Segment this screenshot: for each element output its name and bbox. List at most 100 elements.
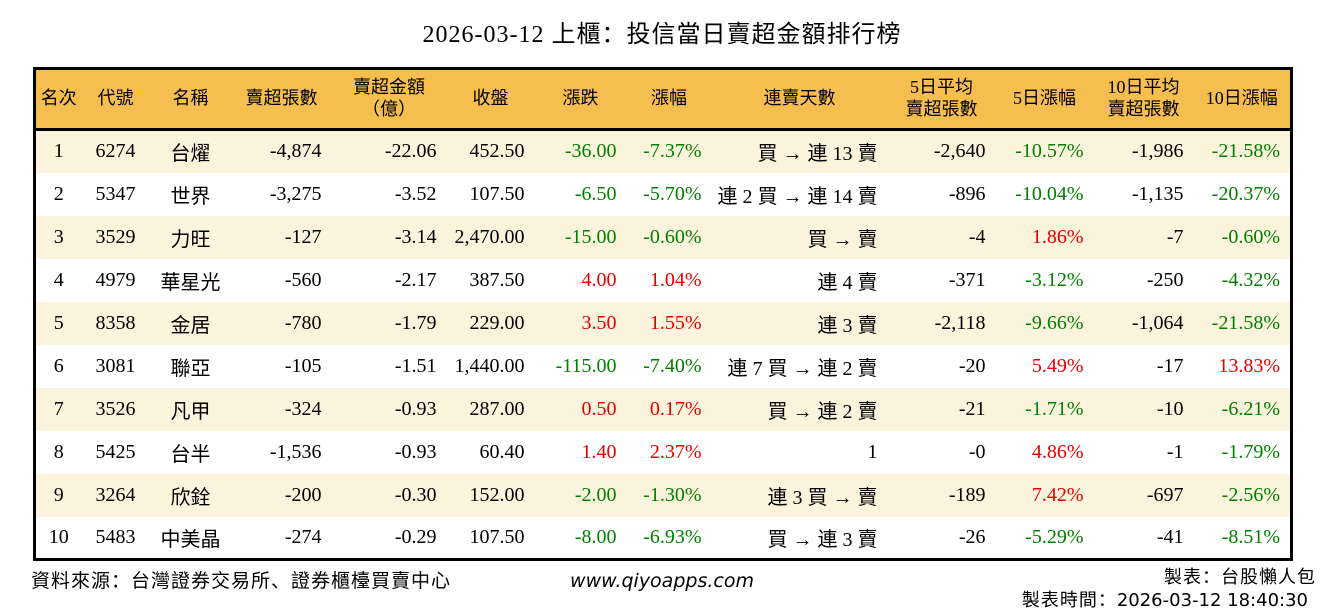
cell-pct5: 7.42% [1031, 483, 1084, 506]
col-header-label: 連賣天數 [763, 88, 836, 109]
cell-change_pct: -6.93% [643, 525, 702, 548]
cell-rank: 6 [53, 354, 64, 377]
cell-pct10: -21.58% [1211, 311, 1280, 334]
col-header-label: 名稱 [172, 88, 209, 109]
col-header-label-line2: 賣超張數 [1107, 99, 1180, 119]
cell-rank: 10 [48, 525, 69, 548]
cell-change_pct: -0.60% [643, 225, 702, 248]
cell-net_sell_lots: -274 [284, 525, 322, 548]
table-row: 5 8358 金居 -780 -1.79 229.00 3.50 1.55% 連 3 賣 -2,1… [34, 301, 1292, 345]
col-header-label-line2: （億） [362, 99, 416, 119]
cell-pct5: -3.12% [1025, 268, 1084, 291]
cell-change: 4.00 [581, 268, 617, 291]
cell-close: 107.50 [469, 182, 525, 205]
cell-pct5: 4.86% [1031, 440, 1084, 463]
cell-name: 力旺 [170, 228, 211, 251]
cell-code: 4979 [95, 268, 136, 291]
cell-close: 387.50 [469, 268, 525, 291]
cell-net_sell_amount: -22.06 [384, 140, 437, 163]
table-row: 9 3264 欣銓 -200 -0.30 152.00 -2.00 -1.30% 連 3 買 →… [34, 473, 1292, 517]
cell-pct5: -10.04% [1015, 182, 1084, 205]
cell-name: 台燿 [170, 143, 211, 166]
cell-rank: 1 [53, 140, 64, 163]
cell-change: 1.40 [581, 440, 617, 463]
cell-change: -36.00 [564, 140, 617, 163]
table-row: 6 3081 聯亞 -105 -1.51 1,440.00 -115.00 -7.40% 連 7… [34, 344, 1292, 388]
cell-change_pct: 1.04% [649, 268, 702, 291]
cell-avg10_lots: -41 [1156, 525, 1184, 548]
made-at-label: 製表時間： [1021, 590, 1117, 610]
cell-change: 3.50 [581, 311, 617, 334]
cell-avg10_lots: -1 [1166, 440, 1184, 463]
cell-pct5: -5.29% [1025, 525, 1084, 548]
cell-rank: 9 [53, 483, 64, 506]
cell-avg5_lots: -21 [958, 397, 986, 420]
cell-sell_streak: 買 → 連 2 賣 [767, 400, 878, 423]
cell-sell_streak: 買 → 賣 [807, 228, 878, 251]
col-header-change_pct: 漲幅 [626, 68, 712, 131]
cell-close: 287.00 [469, 397, 525, 420]
cell-change: -2.00 [574, 483, 617, 506]
cell-net_sell_amount: -3.52 [394, 182, 437, 205]
cell-change_pct: -1.30% [643, 483, 702, 506]
cell-avg5_lots: -0 [968, 440, 986, 463]
cell-avg5_lots: -26 [958, 525, 986, 548]
cell-pct5: -9.66% [1025, 311, 1084, 334]
col-header-close: 收盤 [446, 68, 535, 131]
col-header-label: 10日平均 [1107, 77, 1180, 98]
cell-change: 0.50 [581, 397, 617, 420]
cell-rank: 5 [53, 311, 64, 334]
cell-avg5_lots: -371 [948, 268, 986, 291]
cell-change_pct: 0.17% [649, 397, 702, 420]
cell-change_pct: 2.37% [649, 440, 702, 463]
cell-code: 6274 [95, 140, 136, 163]
ranking-table: 名次 代號 名稱 賣超張數 賣超金額 （億） 收盤 漲跌 漲幅 連賣天數 5日平均 賣超張數 5日漲幅 1… [33, 67, 1293, 561]
cell-change_pct: 1.55% [649, 311, 702, 334]
cell-avg10_lots: -10 [1156, 397, 1184, 420]
cell-sell_streak: 連 3 買 → 賣 [767, 486, 878, 509]
col-header-name: 名稱 [149, 68, 232, 131]
table-row: 10 5483 中美晶 -274 -0.29 107.50 -8.00 -6.93% 買 → 連… [34, 516, 1292, 560]
cell-net_sell_amount: -2.17 [394, 268, 437, 291]
cell-close: 1,440.00 [454, 354, 525, 377]
cell-change_pct: -5.70% [643, 182, 702, 205]
col-header-pct5: 5日漲幅 [995, 68, 1094, 131]
made-by-note: 製表：台股懶人包 [1164, 567, 1316, 587]
cell-avg5_lots: -20 [958, 354, 986, 377]
col-header-pct10: 10日漲幅 [1193, 68, 1292, 131]
cell-pct10: 13.83% [1218, 354, 1280, 377]
table-row: 2 5347 世界 -3,275 -3.52 107.50 -6.50 -5.70% 連 2 買… [34, 172, 1292, 216]
col-header-code: 代號 [81, 68, 150, 131]
col-header-label: 5日平均 [910, 77, 973, 98]
col-header-net_sell_lots: 賣超張數 [231, 68, 332, 131]
made-at-timestamp: 2026-03-12 18:40:30 [1116, 590, 1308, 611]
cell-net_sell_lots: -324 [284, 397, 322, 420]
cell-net_sell_lots: -200 [284, 483, 322, 506]
cell-sell_streak: 連 2 買 → 連 14 賣 [717, 185, 878, 208]
col-header-change: 漲跌 [534, 68, 627, 131]
cell-sell_streak: 連 7 買 → 連 2 賣 [727, 357, 878, 380]
cell-rank: 8 [53, 440, 64, 463]
cell-close: 60.40 [479, 440, 525, 463]
col-header-avg10_lots: 10日平均 賣超張數 [1093, 68, 1194, 131]
cell-net_sell_lots: -105 [284, 354, 322, 377]
cell-pct10: -20.37% [1211, 182, 1280, 205]
cell-sell_streak: 連 3 賣 [817, 314, 878, 337]
cell-rank: 4 [53, 268, 64, 291]
cell-net_sell_amount: -0.30 [394, 483, 437, 506]
col-header-label: 名次 [40, 88, 77, 109]
cell-close: 452.50 [469, 140, 525, 163]
col-header-label: 10日漲幅 [1205, 88, 1278, 109]
cell-pct5: 5.49% [1031, 354, 1084, 377]
cell-name: 凡甲 [170, 400, 211, 423]
cell-avg5_lots: -2,640 [933, 140, 986, 163]
cell-pct10: -21.58% [1211, 140, 1280, 163]
cell-change_pct: -7.37% [643, 140, 702, 163]
cell-net_sell_amount: -0.93 [394, 397, 437, 420]
cell-net_sell_lots: -780 [284, 311, 322, 334]
table-header: 名次 代號 名稱 賣超張數 賣超金額 （億） 收盤 漲跌 漲幅 連賣天數 5日平均 賣超張數 5日漲幅 1… [34, 68, 1292, 131]
cell-code: 5425 [95, 440, 136, 463]
cell-name: 華星光 [160, 271, 221, 294]
cell-rank: 2 [53, 182, 64, 205]
cell-sell_streak: 連 4 賣 [817, 271, 878, 294]
